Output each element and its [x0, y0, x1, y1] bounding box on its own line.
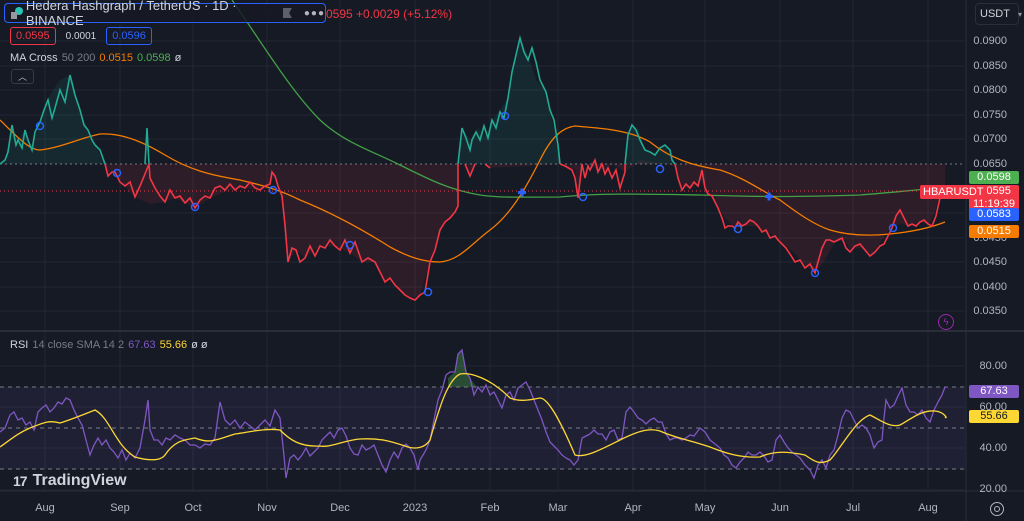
- currency-label: USDT: [980, 8, 1010, 20]
- rsi-sma-value: 55.66: [159, 339, 188, 351]
- time-axis-label: Feb: [480, 502, 500, 514]
- price-axis-label: 0.0850: [973, 60, 1007, 72]
- price-axis-label: 0.0400: [973, 281, 1007, 293]
- golden-death-cross-markers: [518, 188, 773, 201]
- rsi-sma-line: [0, 372, 947, 464]
- time-axis-label: Nov: [257, 502, 277, 514]
- rsi-sma-value-tag: 55.66: [969, 410, 1019, 423]
- rsi-axis-label: 80.00: [979, 360, 1007, 372]
- cross-markers: [35, 111, 898, 297]
- ma200-value: 0.0598: [137, 52, 171, 64]
- bid-ask-row: 0.0595 0.0001 0.0596: [10, 27, 152, 45]
- more-options-icon[interactable]: ●●●: [303, 7, 326, 19]
- price-line-up: [0, 34, 676, 165]
- rsi-line: [0, 348, 946, 480]
- time-axis-label: Dec: [330, 502, 350, 514]
- time-axis-label: May: [694, 502, 716, 514]
- currency-selector[interactable]: USDT ▾: [975, 3, 1022, 25]
- time-axis-label: Aug: [35, 502, 55, 514]
- symbol-price-label: HBARUSDT: [920, 185, 987, 199]
- rsi-legend[interactable]: RSI 14 close SMA 14 2 67.63 55.66 ø ø: [10, 339, 208, 351]
- rsi-name: RSI: [10, 339, 29, 351]
- price-line-down: [104, 157, 947, 301]
- rsi-extra: ø ø: [191, 339, 208, 351]
- ma-cross-params: 50 200: [61, 52, 96, 64]
- buy-button[interactable]: 0.0596: [106, 27, 152, 45]
- chevron-up-icon: ︿: [17, 72, 27, 82]
- price-axis-label: 0.0700: [973, 133, 1007, 145]
- vertical-gridlines: [44, 0, 929, 490]
- time-axis-label: Apr: [624, 502, 642, 514]
- time-axis-label: Sep: [110, 502, 130, 514]
- rsi-value-tag: 67.63: [969, 385, 1019, 398]
- settings-icon[interactable]: [990, 502, 1004, 516]
- lightning-icon[interactable]: ϟ: [938, 314, 954, 330]
- ma50-price-tag: 0.0515: [969, 225, 1019, 238]
- rsi-value: 67.63: [128, 339, 156, 351]
- rsi-params: 14 close SMA 14 2: [32, 339, 125, 351]
- below-baseline-fill: [105, 160, 945, 298]
- hbar-logo-icon: [11, 7, 23, 19]
- tradingview-mark-icon: 17: [13, 473, 28, 489]
- price-axis-label: 0.0800: [973, 84, 1007, 96]
- ma-cross-legend[interactable]: MA Cross 50 200 0.0515 0.0598 ø: [10, 52, 181, 64]
- ma50-value: 0.0515: [99, 52, 133, 64]
- time-axis-label: Mar: [548, 502, 568, 514]
- rsi-axis-label: 40.00: [979, 442, 1007, 454]
- blue-price-tag: 0.0583: [969, 208, 1019, 221]
- price-axis-label: 0.0750: [973, 109, 1007, 121]
- sell-button[interactable]: 0.0595: [10, 27, 56, 45]
- spread-value: 0.0001: [65, 30, 97, 42]
- price-change: 0595 +0.0029 (+5.12%): [326, 7, 453, 21]
- above-baseline-fill: [0, 75, 105, 164]
- ma-extra: ø: [174, 52, 182, 64]
- flag-icon[interactable]: [282, 8, 292, 18]
- rsi-axis-label: 20.00: [979, 483, 1007, 495]
- time-axis-label: Jun: [771, 502, 789, 514]
- ma-cross-name: MA Cross: [10, 52, 58, 64]
- tradingview-logo[interactable]: 17 TradingView: [13, 472, 127, 490]
- chevron-down-icon: ▾: [1017, 9, 1022, 19]
- bar-countdown: 11:19:39: [972, 198, 1015, 210]
- ma200-line: [231, 0, 946, 198]
- collapse-legend-button[interactable]: ︿: [11, 69, 34, 84]
- time-axis-label: Aug: [918, 502, 938, 514]
- symbol-title: Hedera Hashgraph / TetherUS · 1D · BINAN…: [25, 0, 237, 28]
- horizontal-gridlines: [0, 40, 965, 491]
- ma200-price-tag: 0.0598: [969, 171, 1019, 184]
- price-axis-label: 0.0450: [973, 256, 1007, 268]
- time-axis-label: 2023: [402, 502, 428, 514]
- time-axis-label: Jul: [845, 502, 861, 514]
- ma50-line: [0, 119, 946, 263]
- tradingview-wordmark: TradingView: [32, 472, 127, 489]
- symbol-title-box[interactable]: Hedera Hashgraph / TetherUS · 1D · BINAN…: [4, 0, 326, 28]
- price-axis-label: 0.0350: [973, 305, 1007, 317]
- price-axis-label: 0.0650: [973, 158, 1007, 170]
- price-axis-label: 0.0900: [973, 35, 1007, 47]
- rsi-band-lines: [0, 386, 965, 470]
- time-axis-label: Oct: [184, 502, 202, 514]
